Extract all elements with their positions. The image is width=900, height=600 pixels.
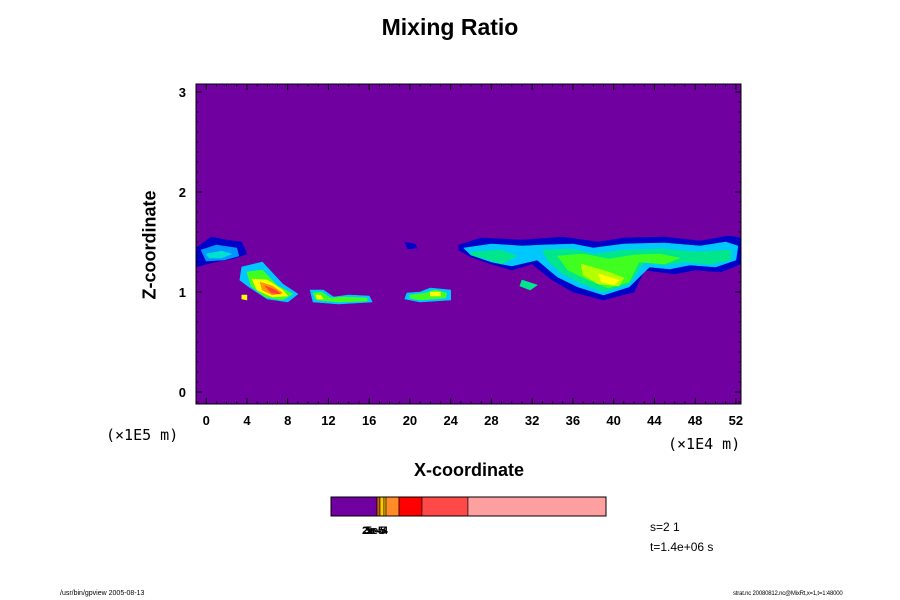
colorbar-segment: [330, 496, 378, 517]
contour-band-16: [264, 285, 281, 295]
x-axis-label: X-coordinate: [413, 460, 524, 480]
footer-source: strat.nc 20080812.nc@MixRt,x=1,t=1:48000: [733, 591, 843, 597]
contour-band-17: [241, 294, 248, 301]
info-s: s=2 1: [650, 520, 680, 534]
contour-band-6: [470, 249, 518, 265]
y-tick-label: 1: [179, 285, 186, 300]
y-tick-label: 2: [179, 185, 186, 200]
colorbar-label: 5e-4: [366, 525, 389, 537]
contour-band-11: [519, 279, 538, 291]
x-tick-label: 16: [362, 413, 376, 428]
x-unit-label: (×1E4 m): [668, 435, 740, 453]
x-tick-label: 32: [525, 413, 539, 428]
x-tick-label: 12: [321, 413, 335, 428]
contour-band-23: [429, 291, 441, 297]
x-tick-label: 28: [484, 413, 498, 428]
chart-title: Mixing Ratio: [381, 14, 519, 40]
colorbar-segment: [376, 496, 381, 517]
colorbar-frame: [330, 496, 607, 517]
colorbar-segment: [467, 496, 607, 517]
colorbar-segment: [398, 496, 423, 517]
contour-band-2: [205, 250, 232, 259]
footer-command: /usr/bin/gpview 2005-08-13: [60, 590, 145, 597]
contour-band-20: [315, 294, 324, 300]
y-tick-label: 3: [179, 85, 186, 100]
colorbar-segment: [421, 496, 469, 517]
info-t: t=1.4e+06 s: [650, 540, 714, 554]
contour-band-8: [557, 253, 681, 289]
plot-frame: [195, 83, 742, 405]
contour-band-3: [404, 241, 418, 250]
x-tick-label: 24: [443, 413, 458, 428]
contour-band-19: [312, 291, 368, 303]
y-axis-label: Z-coordinate: [139, 190, 160, 300]
x-tick-label: 40: [606, 413, 620, 428]
colorbar-label: 2e-5: [362, 525, 384, 537]
colorbar-segment: [379, 496, 385, 517]
y-unit-label: (×1E5 m): [106, 426, 178, 444]
y-tick-label: 0: [179, 385, 186, 400]
x-tick-label: 36: [566, 413, 580, 428]
colorbar-segment: [385, 496, 400, 517]
x-tick-label: 4: [243, 413, 251, 428]
x-tick-label: 52: [729, 413, 743, 428]
colorbar-label: 3e-5: [364, 525, 386, 537]
x-tick-label: 48: [688, 413, 702, 428]
x-tick-label: 0: [203, 413, 210, 428]
x-tick-label: 44: [647, 413, 662, 428]
x-tick-label: 8: [284, 413, 291, 428]
contour-band-10: [598, 273, 620, 286]
x-tick-label: 20: [403, 413, 417, 428]
